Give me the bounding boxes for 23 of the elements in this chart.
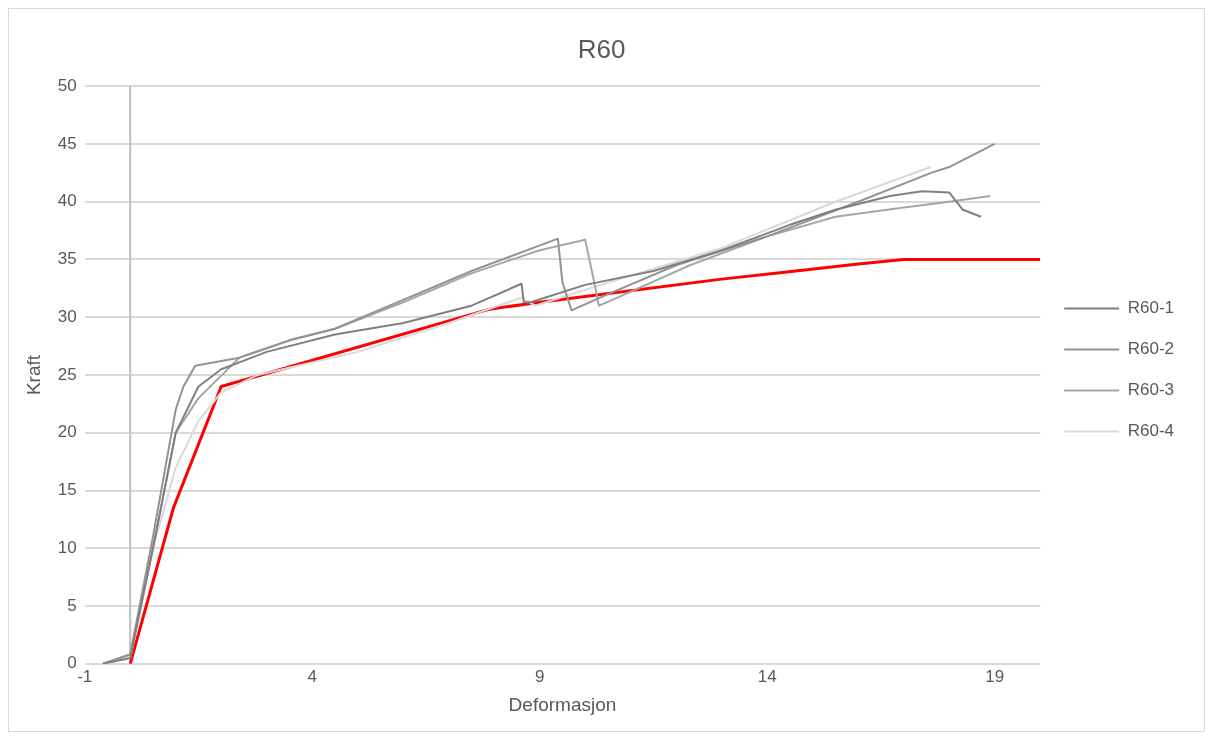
y-tick-label: 40 — [57, 191, 77, 211]
y-tick-label: 35 — [57, 249, 77, 269]
legend-label: R60-1 — [1127, 298, 1175, 318]
x-tick-label: 14 — [757, 666, 777, 686]
y-tick-label: 15 — [57, 480, 77, 500]
y-tick-label: 50 — [57, 75, 77, 95]
legend-label: R60-2 — [1127, 339, 1175, 359]
x-tick-label: 4 — [307, 666, 317, 686]
y-tick-label: 45 — [57, 133, 77, 153]
y-tick-label: 20 — [57, 422, 77, 442]
chart-title: R60 — [577, 33, 626, 64]
legend-label: R60-3 — [1127, 380, 1175, 400]
legend-label: R60-4 — [1127, 421, 1175, 441]
y-tick-label: 30 — [57, 306, 77, 326]
y-axis-title: Kraft — [22, 354, 44, 396]
x-tick-label: 19 — [985, 666, 1005, 686]
y-tick-label: 0 — [67, 653, 77, 673]
x-tick-label: 9 — [534, 666, 545, 686]
y-tick-label: 5 — [67, 595, 77, 615]
x-axis-title: Deformasjon — [508, 693, 617, 715]
x-tick-label: -1 — [77, 666, 93, 686]
y-tick-label: 10 — [57, 537, 77, 557]
y-tick-label: 25 — [57, 364, 77, 384]
